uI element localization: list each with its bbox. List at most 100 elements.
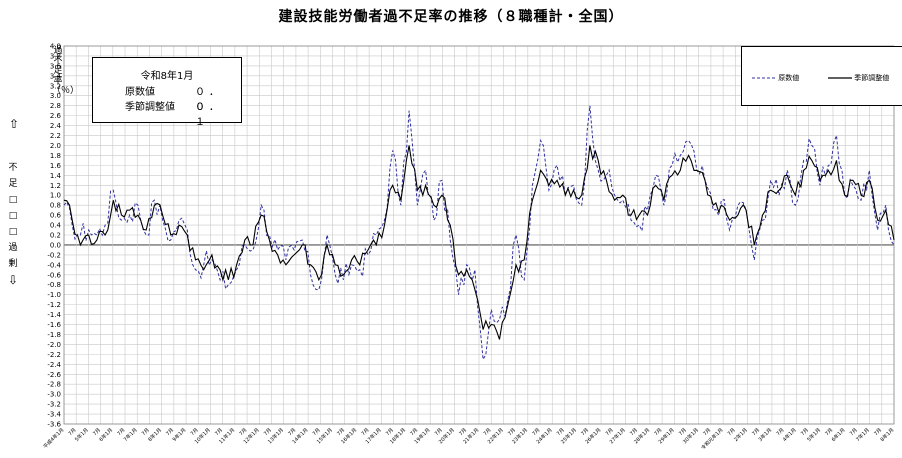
legend-swatch-sa [828,77,852,79]
y-tick-label: -2.4 [47,361,61,369]
x-tick-label: 7月 [434,427,444,437]
x-tick-label: 7月 [190,427,200,437]
latest-raw-value: ０．０ [195,87,223,113]
x-tick-label: 7月 [507,427,517,437]
y-tick-label: -3.2 [47,401,61,409]
y-tick-label: 2.0 [50,142,61,150]
series-line-seasonally-adjusted [63,145,895,340]
y-tick-label: 0.4 [50,222,62,230]
x-tick-label: 4年1月 [781,426,798,443]
x-tick-label: 7月 [531,427,541,437]
y-tick-label: 0.0 [50,241,61,249]
y-tick-label: 2.4 [50,122,62,130]
x-tick-label: 9年1月 [171,426,188,443]
x-tick-label: 7月 [409,427,419,437]
x-tick-label: 7月 [141,427,151,437]
legend-label-raw: 原数値 [778,74,800,82]
y-tick-label: -2.0 [47,341,61,349]
x-tick-label: 7月 [238,427,248,437]
y-axis-ticks: 4.03.8 3.6 3.4 3.2 3.0 2.8 2.6 2.4 2.2 2.0 1.8 1.6 1… [47,43,61,429]
y-tick-label: -2.6 [47,371,61,379]
x-tick-label: 7月 [287,427,297,437]
x-tick-label: 7月 [629,427,639,437]
y-tick-label: -1.4 [47,311,61,319]
x-tick-label: 6年1月 [830,426,847,443]
x-tick-label: 3年1月 [757,426,774,443]
y-tick-label: 4.0 [50,43,61,51]
x-tick-label: 平成4年1月 [42,426,66,450]
x-tick-label: 7月 [116,427,126,437]
side-word: 不 [8,163,18,173]
y-tick-label: -0.8 [47,281,61,289]
x-tick-label: 2年1月 [732,426,749,443]
legend: 原数値 季節調整値 [741,46,902,106]
x-tick-label: 7月 [483,427,493,437]
y-tick-label: -1.0 [47,291,61,299]
x-tick-label: 7月 [702,427,712,437]
x-tick-label: 5年1月 [73,426,90,443]
y-tick-label: -1.2 [47,301,61,309]
latest-sa-row: 季節調整値 ０．１ [125,98,235,128]
y-tick-label: -0.4 [47,261,61,269]
y-tick-label: 1.0 [50,192,61,200]
latest-value-box: 令和8年1月 原数値 ０．０ 季節調整値 ０．１ [92,57,242,128]
y-tick-label: 1.2 [50,182,61,190]
side-word: 足 [8,179,18,189]
y-tick-label: 3.2 [50,82,61,90]
latest-sa-label: 季節調整値 [125,102,175,113]
y-tick-label: 0.2 [50,232,61,240]
x-tick-label: 7月 [873,427,883,437]
side-word: 過 [8,243,18,253]
legend-label-sa: 季節調整値 [854,74,890,82]
side-word: □ [8,211,18,221]
x-tick-label: 7月 [727,427,737,437]
y-tick-label: 2.2 [50,132,61,140]
series-line-raw [63,105,895,361]
y-tick-label: 2.6 [50,112,62,120]
y-tick-label: 2.8 [50,102,61,110]
x-tick-label: 7月 [92,427,102,437]
x-tick-label: 7月 [605,427,615,437]
chart-title: 建設技能労働者過不足率の推移（８職種計・全国） [278,9,624,25]
x-tick-label: 7月 [312,427,322,437]
legend-item-sa: 季節調整値 [828,73,889,83]
latest-raw-row: 原数値 ０．０ [125,83,235,113]
x-tick-label: 7年1月 [854,426,871,443]
x-tick-label: 7月 [361,427,371,437]
x-tick-label: 7月 [653,427,663,437]
y-tick-label: 3.4 [50,72,62,80]
y-tick-label: -3.4 [47,411,61,419]
x-tick-label: 7月 [263,427,273,437]
side-word: □ [8,195,18,205]
y-tick-label: -0.2 [47,251,61,259]
latest-sa-value: ０．１ [195,102,223,128]
x-tick-label: 7月 [849,427,859,437]
y-tick-label: 0.6 [50,212,62,220]
y-tick-label: -3.6 [47,421,61,429]
x-tick-label: 7月 [458,427,468,437]
x-tick-label: 7月 [385,427,395,437]
shortage-surplus-scale: 不 足 □ □ □ 過 剰 ⇩ [6,160,20,288]
latest-raw-label: 原数値 [125,87,155,98]
x-tick-label: 7年1月 [122,426,139,443]
x-tick-label: 7月 [800,427,810,437]
y-tick-label: 3.0 [50,92,61,100]
plot-border [63,45,895,425]
x-tick-label: 8年1月 [147,426,164,443]
y-tick-label: 0.8 [50,202,61,210]
y-tick-label: -3.0 [47,391,61,399]
latest-date: 令和8年1月 [140,71,194,82]
y-tick-label: -1.8 [47,331,61,339]
x-tick-label: 7月 [751,427,761,437]
down-arrow-icon: ⇩ [7,273,19,287]
y-tick-label: -0.6 [47,271,61,279]
x-tick-label: 5年1月 [806,426,823,443]
y-tick-label: 1.4 [50,172,62,180]
x-tick-label: 8年1月 [879,426,896,443]
x-tick-label: 7月 [165,427,175,437]
y-tick-label: -2.8 [47,381,61,389]
x-tick-label: 7月 [678,427,688,437]
x-tick-label: 7月 [580,427,590,437]
x-tick-label: 6年1月 [98,426,115,443]
